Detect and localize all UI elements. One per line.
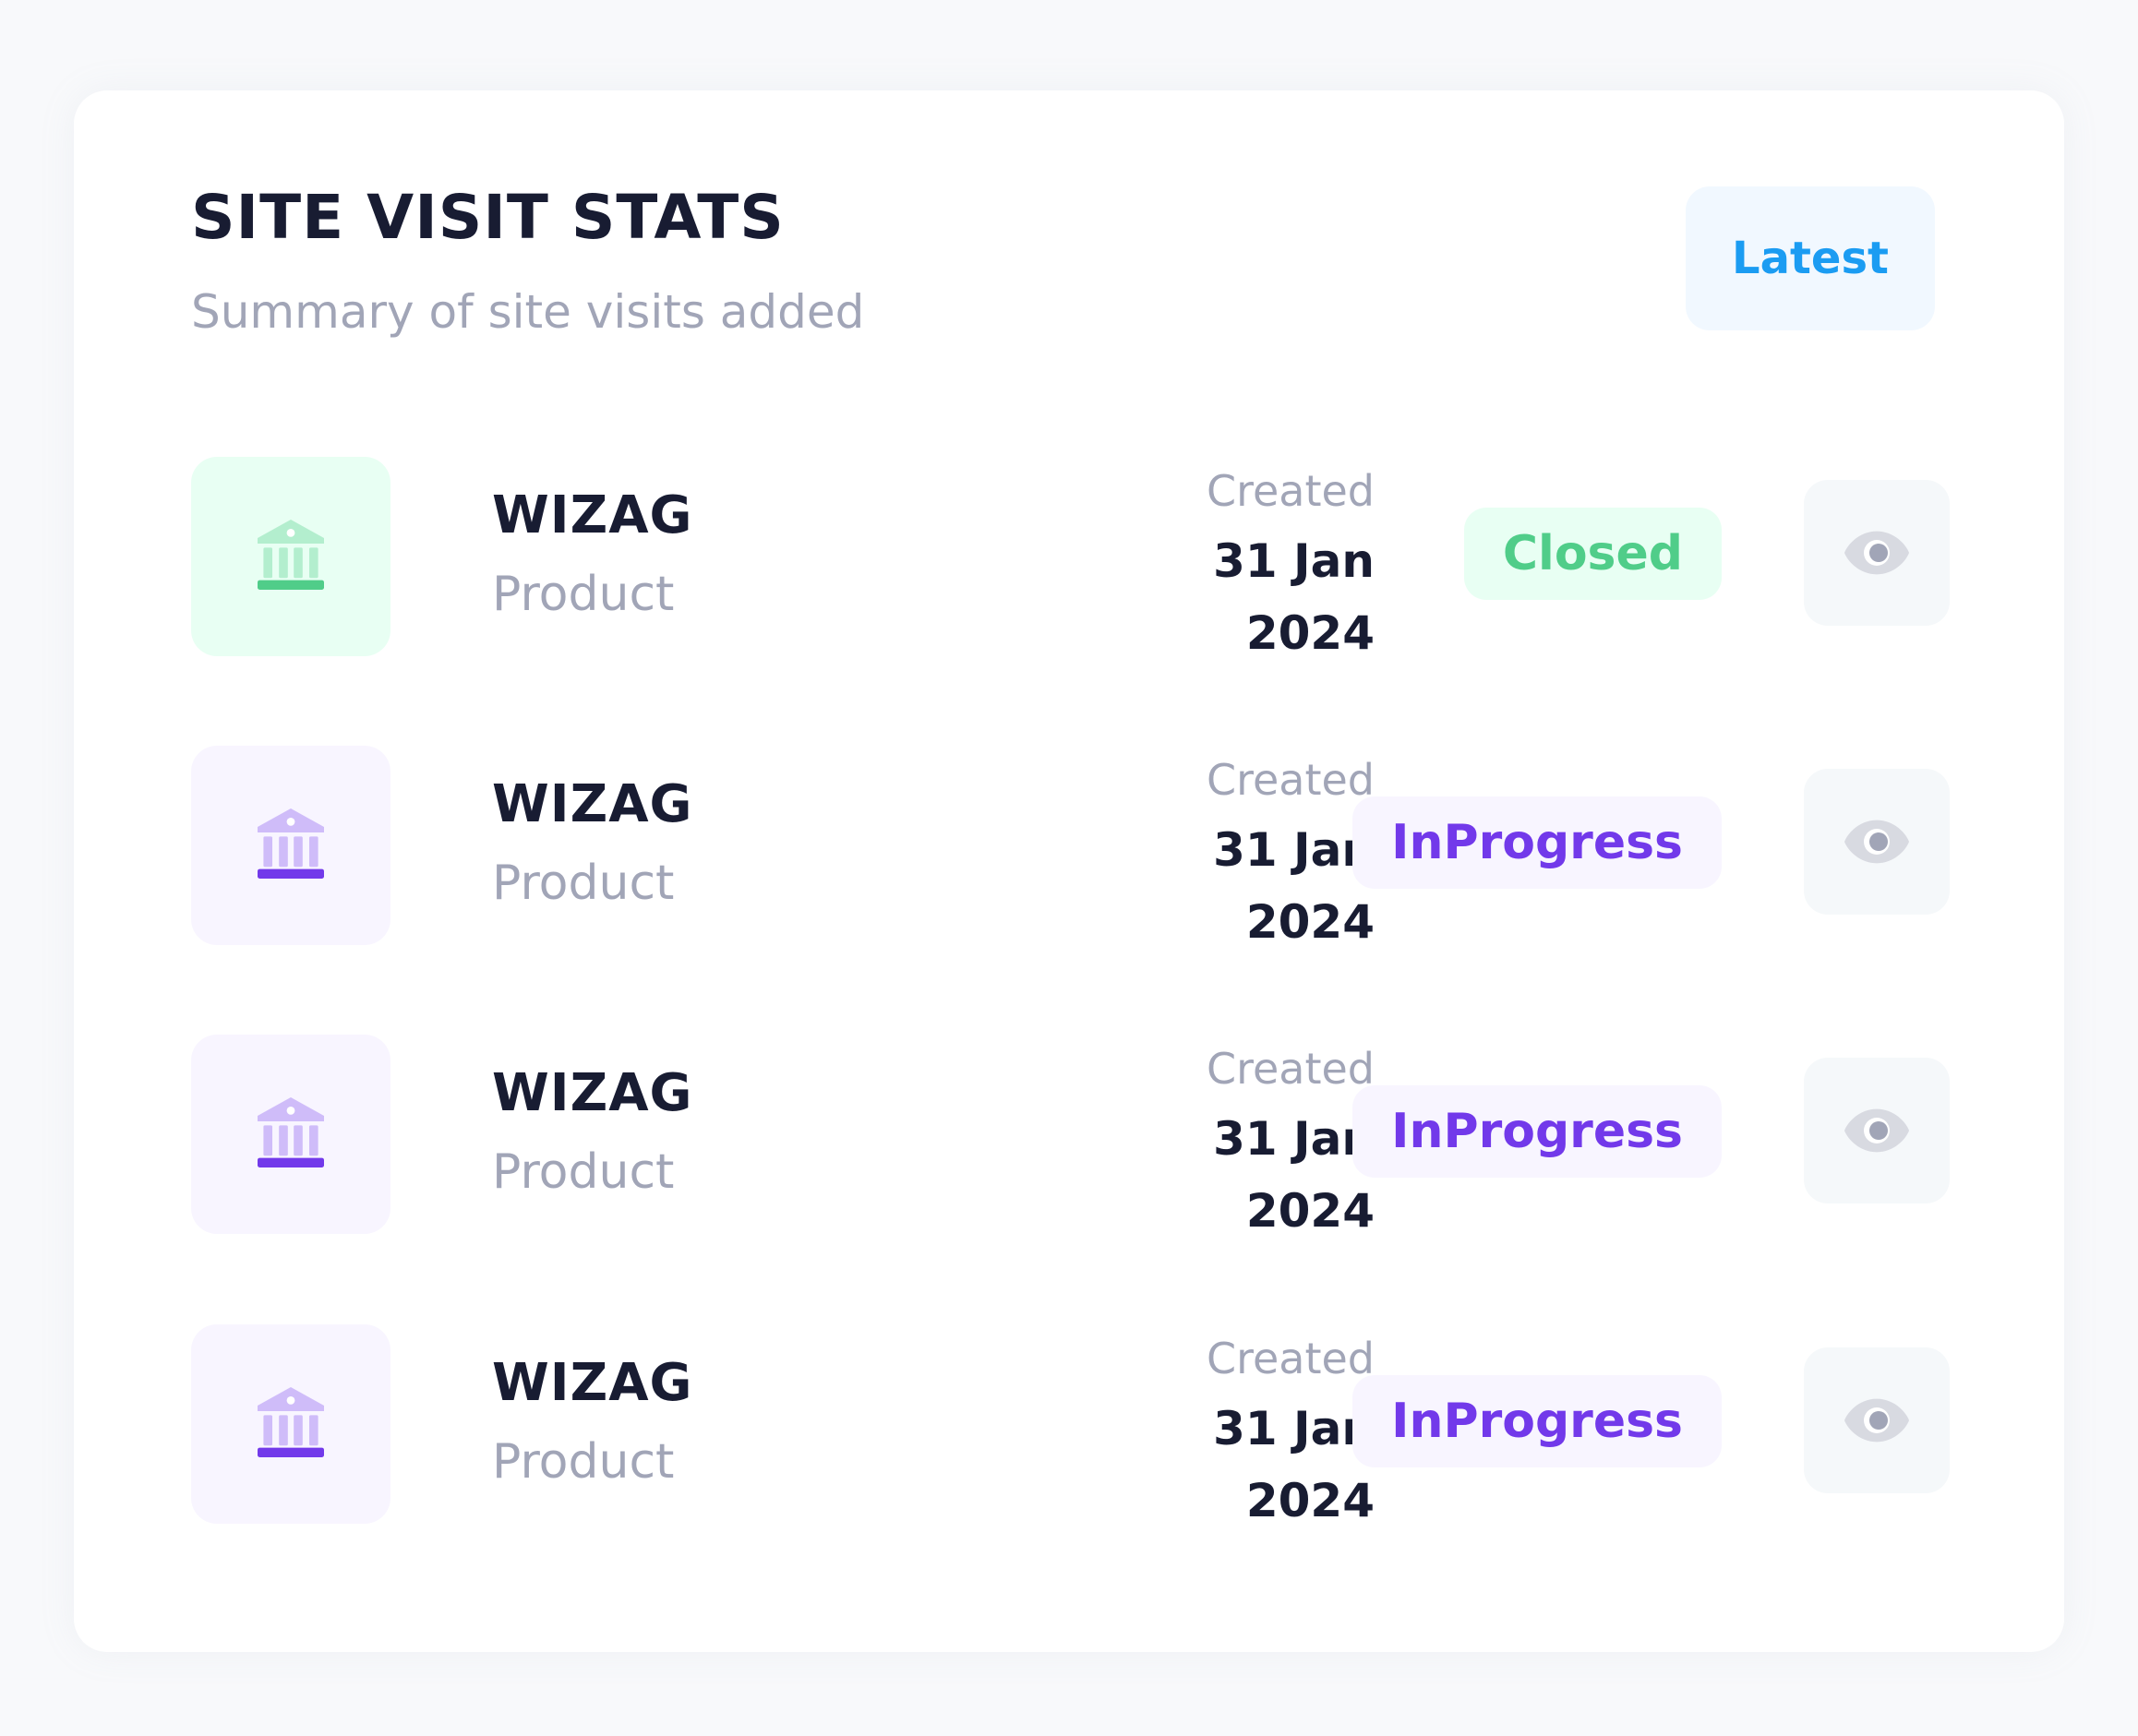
created-date: 31 Jan 2024: [1213, 534, 1375, 660]
visit-type: Product: [492, 1144, 675, 1200]
status-badge: InProgress: [1352, 796, 1722, 889]
visit-name: WIZAG: [492, 774, 693, 834]
eye-icon: [1844, 1398, 1909, 1443]
bank-icon: [191, 1035, 390, 1234]
bank-icon: [191, 1324, 390, 1524]
bank-icon: [191, 746, 390, 945]
list-item: WIZAG Product Created 31 Jan 2024 InProg…: [74, 1324, 2064, 1527]
bank-icon: [191, 457, 390, 656]
created-info: Created 31 Jan 2024: [1190, 746, 1375, 958]
visit-name: WIZAG: [492, 1063, 693, 1123]
created-label: Created: [1206, 755, 1375, 805]
card-subtitle: Summary of site visits added: [191, 285, 865, 339]
visit-type: Product: [492, 1434, 675, 1490]
view-button[interactable]: [1804, 480, 1950, 626]
eye-icon: [1844, 820, 1909, 864]
list-item: WIZAG Product Created 31 Jan 2024 Closed: [74, 457, 2064, 660]
created-date: 31 Jan 2024: [1213, 1112, 1375, 1238]
created-date: 31 Jan 2024: [1213, 1402, 1375, 1527]
card-title: SITE VISIT STATS: [191, 182, 785, 253]
created-label: Created: [1206, 1334, 1375, 1383]
created-date: 31 Jan 2024: [1213, 823, 1375, 949]
status-badge: Closed: [1463, 508, 1722, 600]
visit-type: Product: [492, 856, 675, 911]
view-button[interactable]: [1804, 769, 1950, 915]
site-visit-stats-card: SITE VISIT STATS Summary of site visits …: [74, 90, 2064, 1652]
eye-icon: [1844, 1108, 1909, 1153]
eye-icon: [1844, 531, 1909, 575]
list-item: WIZAG Product Created 31 Jan 2024 InProg…: [74, 1035, 2064, 1238]
created-info: Created 31 Jan 2024: [1190, 457, 1375, 669]
visit-name: WIZAG: [492, 1353, 693, 1413]
status-badge: InProgress: [1352, 1375, 1722, 1467]
created-info: Created 31 Jan 2024: [1190, 1035, 1375, 1247]
created-label: Created: [1206, 466, 1375, 516]
latest-filter-button[interactable]: Latest: [1686, 186, 1935, 330]
list-item: WIZAG Product Created 31 Jan 2024 InProg…: [74, 746, 2064, 949]
status-badge: InProgress: [1352, 1085, 1722, 1178]
visit-name: WIZAG: [492, 485, 693, 545]
view-button[interactable]: [1804, 1347, 1950, 1493]
view-button[interactable]: [1804, 1058, 1950, 1203]
created-label: Created: [1206, 1044, 1375, 1094]
visit-type: Product: [492, 567, 675, 622]
created-info: Created 31 Jan 2024: [1190, 1324, 1375, 1537]
